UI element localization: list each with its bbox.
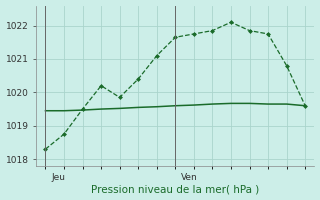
Text: Jeu: Jeu [51,173,65,182]
X-axis label: Pression niveau de la mer( hPa ): Pression niveau de la mer( hPa ) [91,184,260,194]
Text: Ven: Ven [181,173,198,182]
